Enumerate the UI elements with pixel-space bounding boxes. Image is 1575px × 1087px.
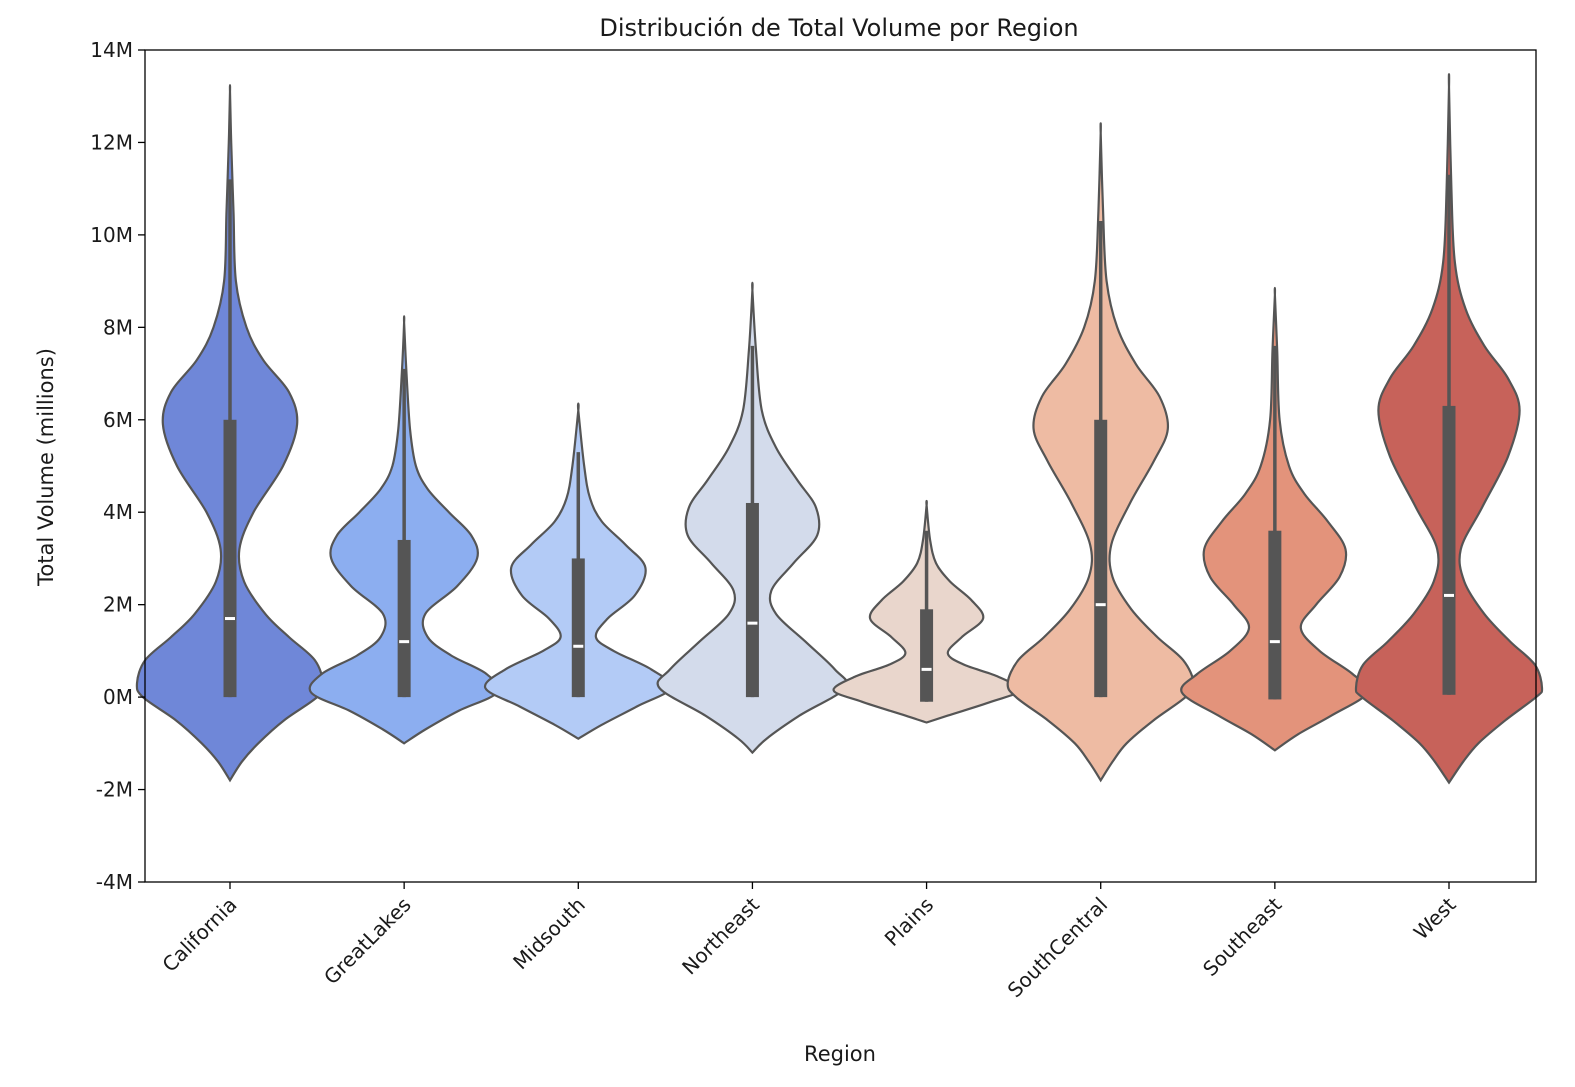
x-tick-label: Southeast [1198,892,1286,980]
violin-midsouth [483,402,673,740]
x-tick-label: California [157,893,241,977]
violin-california [135,84,325,783]
x-tick-label: SouthCentral [1003,893,1113,1003]
x-axis: California GreatLakes Midsouth Northeast Pla… [157,882,1461,1003]
y-tick-label: 0M [103,685,133,709]
y-tick-label: 10M [90,223,133,247]
violin-greatlakes [308,315,500,745]
violin-iqr-box [571,558,585,698]
plot-frame [144,49,1537,883]
violin-west [1354,73,1544,785]
y-tick-label: -2M [96,778,133,802]
y-axis: -4M -2M 0M 2M 4M 6M 8M 10M 12M 14M [90,38,145,894]
y-tick-label: -4M [96,870,133,894]
violins-group [135,73,1544,785]
y-tick-label: 4M [103,500,133,524]
x-tick-label: Northeast [677,892,764,979]
y-tick-label: 14M [90,38,133,62]
x-tick-label: West [1409,892,1461,944]
y-axis-label: Total Volume (millions) [34,348,58,587]
violin-iqr-box [920,609,934,702]
x-tick-label: Midsouth [508,893,590,975]
violin-southeast [1180,286,1370,752]
x-tick-label: Plains [880,893,938,951]
violin-iqr-box [397,539,411,698]
violin-iqr-box [1094,419,1108,698]
y-tick-label: 12M [90,130,133,154]
x-axis-label: Region [804,1042,876,1066]
chart-title: Distribución de Total Volume por Region [599,14,1078,42]
violin-northeast [656,281,849,755]
x-tick-label: GreatLakes [319,893,416,990]
y-tick-label: 6M [103,408,133,432]
y-tick-label: 8M [103,315,133,339]
violin-iqr-box [223,419,237,698]
violin-iqr-box [745,502,759,698]
y-tick-label: 2M [103,593,133,617]
violin-iqr-box [1442,405,1456,695]
violin-iqr-box [1268,530,1282,700]
violin-southcentral [1006,122,1195,783]
violin-plains [832,499,1021,724]
